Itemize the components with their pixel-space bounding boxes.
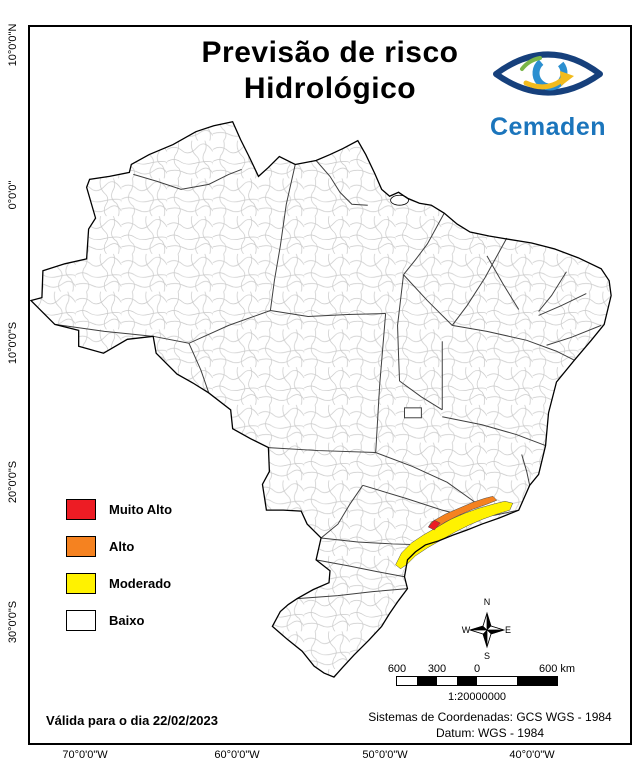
legend-item-muito-alto: Muito Alto [66,499,172,520]
lon-label: 50°0'0"W [362,749,408,761]
compass-w-label: W [462,625,471,635]
legend-label: Alto [109,539,135,554]
marajo-island [390,194,409,206]
legend-item-alto: Alto [66,536,172,557]
lat-label: 20°0'0"S [7,460,19,504]
cemaden-eye-icon [493,51,603,96]
compass-n-label: N [484,597,491,607]
title-line-2: Hidrológico [243,72,417,105]
legend-swatch-muito-alto [66,499,96,520]
legend-label: Muito Alto [109,502,173,517]
scale-bar: 600 300 0 600 km 1:20000000 [388,663,575,703]
legend-item-moderado: Moderado [66,573,172,594]
lat-label: 0°0'0" [7,180,19,210]
scale-bar-labels: 600 300 0 600 km [388,663,575,676]
cemaden-logo: Cemaden [472,41,624,142]
title-line-1: Previsão de risco [201,36,459,69]
scale-ratio: 1:20000000 [447,691,507,703]
risk-area-muito-alto [427,519,441,531]
state-borders [54,160,602,600]
lon-label: 60°0'0"W [214,749,260,761]
scale-tick-label: 600 km [538,663,576,675]
risk-legend: Muito Alto Alto Moderado Baixo [66,499,172,647]
legend-item-baixo: Baixo [66,610,172,631]
legend-swatch-baixo [66,610,96,631]
lon-label: 40°0'0"W [509,749,555,761]
risk-area-moderado [395,500,514,570]
municipal-boundaries [30,121,612,678]
datum-line: Datum: WGS - 1984 [435,726,545,741]
scale-bar-graphic [396,676,558,686]
cemaden-wordmark: Cemaden [489,113,607,141]
brazil-map [30,121,612,678]
lat-label: 10°0'0"N [7,23,19,67]
legend-label: Baixo [109,613,145,628]
scale-tick-label: 0 [473,663,481,675]
legend-label: Moderado [109,576,172,591]
scale-tick-label: 600 [387,663,407,675]
compass-e-label: E [505,625,511,635]
lat-label: 10°0'0"S [7,321,19,365]
lat-label: 30°0'0"S [7,600,19,644]
validity-date: Válida para o dia 22/02/2023 [46,713,218,728]
brazil-outline [30,121,612,678]
compass-s-label: S [484,651,490,661]
map-frame: Previsão de risco Hidrológico Cemaden Mu… [28,25,632,745]
legend-swatch-moderado [66,573,96,594]
compass-rose-icon: N S W E [462,597,511,661]
legend-swatch-alto [66,536,96,557]
scale-tick-label: 300 [427,663,447,675]
lon-label: 70°0'0"W [62,749,108,761]
coordinate-system-info: Sistemas de Coordenadas: GCS WGS - 1984 … [350,709,630,741]
page-title: Previsão de risco Hidrológico [110,35,550,107]
coordinate-system-line: Sistemas de Coordenadas: GCS WGS - 1984 [368,710,612,724]
